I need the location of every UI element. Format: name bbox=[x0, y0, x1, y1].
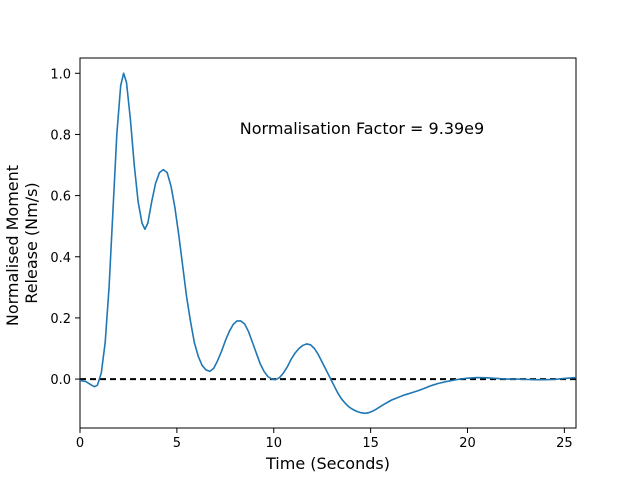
y-tick-label: 0.8 bbox=[50, 128, 71, 143]
x-tick-label: 0 bbox=[76, 436, 84, 451]
y-axis-title-line-2: Release (Nm/s) bbox=[22, 182, 41, 303]
moment-release-line bbox=[79, 72, 577, 415]
x-tick-label: 25 bbox=[556, 436, 573, 451]
normalisation-factor-annotation: Normalisation Factor = 9.39e9 bbox=[240, 119, 484, 138]
y-tick-label: 0.6 bbox=[50, 190, 71, 205]
y-tick-label: 0.2 bbox=[50, 312, 71, 327]
y-tick-label: 1.0 bbox=[50, 67, 71, 82]
y-axis: 0.0 0.2 0.4 0.6 0.8 1.0 bbox=[50, 67, 80, 388]
x-axis-title: Time (Seconds) bbox=[265, 454, 390, 473]
x-tick-label: 20 bbox=[459, 436, 476, 451]
x-tick-label: 5 bbox=[173, 436, 181, 451]
x-axis: 0 5 10 15 20 25 bbox=[76, 428, 573, 451]
y-axis-title: Normalised Moment Release (Nm/s) bbox=[3, 160, 41, 326]
y-tick-label: 0.4 bbox=[50, 251, 71, 266]
y-tick-label: 0.0 bbox=[50, 373, 71, 388]
x-tick-label: 15 bbox=[362, 436, 379, 451]
x-tick-label: 10 bbox=[265, 436, 282, 451]
plot-frame bbox=[79, 57, 577, 429]
y-axis-title-line-1: Normalised Moment bbox=[3, 165, 22, 326]
